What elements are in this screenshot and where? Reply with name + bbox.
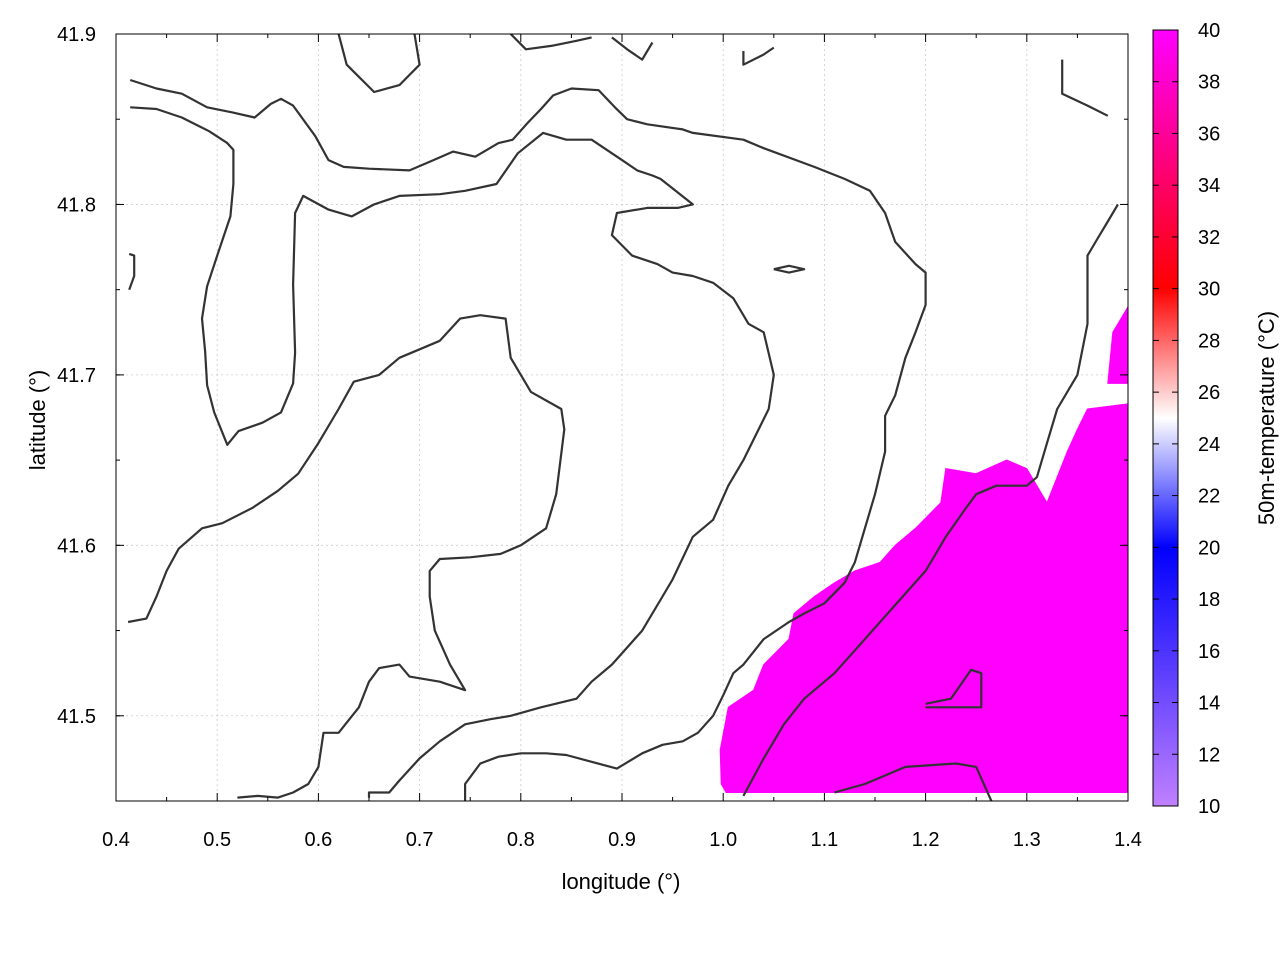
y-axis-label: latitude (°) [25,370,50,471]
temperature-field [719,305,1128,793]
x-tick-label: 0.9 [608,829,636,851]
colorbar-tick-label: 24 [1198,434,1220,456]
colorbar-tick-label: 16 [1198,641,1220,663]
contour-line [509,34,592,51]
contour-line [925,668,983,709]
y-tick-label: 41.8 [57,194,96,216]
colorbar-tick-label: 22 [1198,486,1220,508]
colorbar-tick-label: 36 [1198,123,1220,145]
x-tick-label: 0.7 [406,829,434,851]
colorbar-tick-label: 30 [1198,279,1220,301]
contour-line [128,252,136,291]
x-axis: 0.4 0.5 0.6 0.7 0.8 0.9 1.0 1.1 1.2 1.3 1.4 [102,34,1142,851]
x-tick-label: 1.4 [1114,829,1142,851]
x-tick-label: 0.5 [203,829,231,851]
contour-line [1061,59,1109,117]
colorbar-tick-label: 28 [1198,330,1220,352]
y-axis: 41.5 41.6 41.7 41.8 41.9 [57,24,1128,802]
contour-line [337,34,421,94]
contour-line [129,78,927,801]
x-tick-label: 0.4 [102,829,130,851]
colorbar-tick-label: 40 [1198,20,1220,42]
colorbar-tick-label: 20 [1198,537,1220,559]
y-tick-label: 41.6 [57,535,96,557]
contour-line [127,314,566,799]
colorbar-tick-label: 32 [1198,227,1220,249]
colorbar-tick-label: 26 [1198,382,1220,404]
x-tick-label: 1.1 [810,829,838,851]
contour-line [742,203,1119,797]
contour-line [130,106,775,798]
colorbar-tick-label: 38 [1198,72,1220,94]
colorbar-tick-label: 14 [1198,693,1220,715]
colorbar-tick-label: 12 [1198,744,1220,766]
colorbar-label: 50m-temperature (°C) [1254,311,1279,525]
colorbar-tick-label: 18 [1198,589,1220,611]
x-tick-label: 1.0 [709,829,737,851]
x-tick-label: 0.8 [507,829,535,851]
colorbar [1152,29,1179,807]
contour-line [773,264,806,274]
y-tick-label: 41.5 [57,706,96,728]
contour-lines [127,34,1119,801]
filled-temperature-region [1107,305,1128,384]
x-tick-label: 1.2 [912,829,940,851]
contour-line [742,46,775,66]
y-tick-label: 41.9 [57,24,96,46]
colorbar-tick-label: 34 [1198,175,1220,197]
x-tick-label: 1.3 [1013,829,1041,851]
filled-temperature-region [719,403,1128,793]
contour-line [834,762,993,801]
colorbar-tick-label: 10 [1198,796,1220,818]
x-tick-label: 0.6 [304,829,332,851]
colorbar-ticks: 10 12 14 16 18 20 22 24 26 28 30 32 34 36 38 40 [1153,20,1220,818]
contour-line [611,36,654,61]
y-tick-label: 41.7 [57,365,96,387]
x-axis-label: longitude (°) [562,869,681,894]
